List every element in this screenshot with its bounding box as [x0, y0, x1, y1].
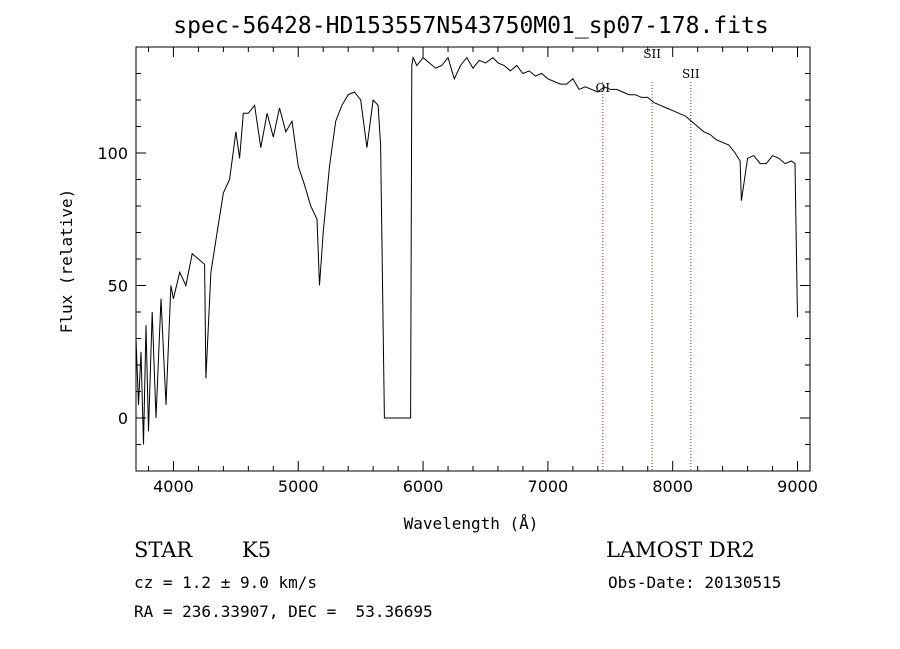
x-axis-label: Wavelength (Å)	[404, 514, 539, 533]
x-tick-label: 5000	[278, 477, 319, 496]
y-tick-label: 50	[108, 277, 128, 296]
y-tick-label: 0	[118, 409, 128, 428]
obs-date-text: Obs-Date: 20130515	[608, 573, 782, 592]
line-marker-label: SII	[643, 47, 661, 61]
x-tick-label: 6000	[403, 477, 444, 496]
line-marker-label: SII	[682, 67, 700, 81]
x-tick-label: 8000	[652, 477, 693, 496]
coordinates-text: RA = 236.33907, DEC = 53.36695	[134, 602, 433, 621]
series-line-spectrum	[135, 55, 798, 445]
x-tick-label: 7000	[528, 477, 569, 496]
axis-ticks: 4000 5000 6000 7000 8000 9000 0 50 100	[97, 46, 818, 496]
x-tick-label: 9000	[777, 477, 818, 496]
x-tick-label: 4000	[153, 477, 194, 496]
y-tick-label: 100	[97, 144, 128, 163]
survey-label: LAMOST DR2	[606, 538, 755, 562]
y-axis-label: Flux (relative)	[57, 189, 76, 334]
object-class: STAR	[134, 538, 193, 562]
redshift-text: cz = 1.2 ± 9.0 km/s	[134, 573, 318, 592]
chart-title: spec-56428-HD153557N543750M01_sp07-178.f…	[173, 13, 768, 39]
object-subclass: K5	[242, 538, 272, 562]
plot-frame	[135, 46, 811, 472]
